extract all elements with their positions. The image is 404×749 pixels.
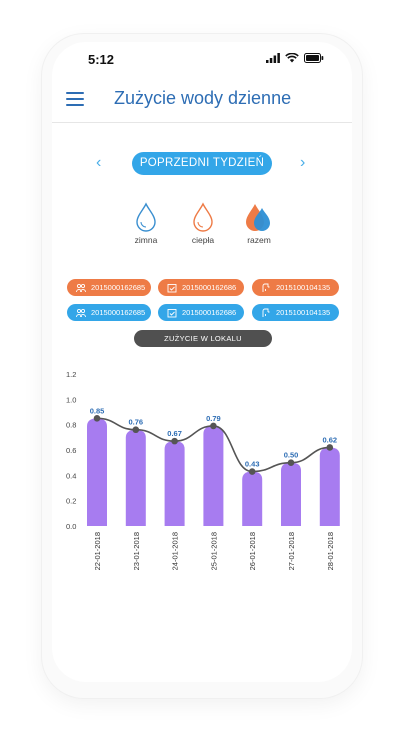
status-bar: 5:12 [52, 42, 352, 78]
hot-water-drop-icon [193, 202, 213, 232]
bar-value-label: 0.79 [206, 414, 221, 423]
y-tick-label: 0.4 [66, 471, 76, 480]
chart-bar [281, 462, 301, 526]
meter-id: 2015000162686 [182, 308, 237, 317]
chevron-right-icon[interactable]: › [300, 154, 306, 171]
y-tick-label: 0.6 [66, 446, 76, 455]
cold-water-drop-icon [136, 202, 156, 232]
y-tick-label: 0.8 [66, 421, 76, 430]
cold-meter-pill-3[interactable]: 2015100104135 [252, 304, 339, 321]
calendar-icon [167, 283, 177, 292]
water-type-label: razem [247, 235, 271, 245]
bar-value-label: 0.50 [284, 451, 299, 460]
usage-bar-chart: 0.0 0.2 0.4 0.6 0.8 1.0 1.2 0.85 22-01-2018 0.76 2… [66, 370, 340, 570]
y-tick-label: 0.2 [66, 497, 76, 506]
status-time: 5:12 [88, 52, 115, 67]
chart-bar [203, 425, 224, 526]
cold-meter-pill-2[interactable]: 2015000162686 [158, 304, 244, 321]
water-type-ciepla[interactable]: ciepła [183, 202, 223, 245]
x-tick-label: 23-01-2018 [132, 532, 141, 570]
battery-icon [304, 53, 324, 63]
chevron-left-icon[interactable]: ‹ [96, 154, 102, 171]
signal-icon [266, 53, 280, 63]
water-type-zimna[interactable]: zimna [126, 202, 166, 245]
trend-point [248, 468, 256, 475]
trend-point [210, 422, 217, 430]
chart-bar [125, 429, 146, 526]
trend-point [93, 415, 101, 422]
tap-icon [262, 283, 270, 292]
cold-meter-pill-1[interactable]: 2015000162685 [67, 304, 151, 321]
x-tick-label: 24-01-2018 [171, 532, 180, 570]
trend-point [171, 437, 178, 445]
week-navigation: ‹ POPRZEDNI TYDZIEŃ › [52, 152, 352, 176]
hamburger-menu-icon[interactable] [66, 92, 84, 106]
combined-water-drop-icon [246, 204, 270, 231]
x-tick-label: 27-01-2018 [287, 532, 296, 570]
water-type-label: zimna [134, 235, 158, 245]
y-tick-label: 1.2 [66, 370, 76, 379]
x-tick-label: 22-01-2018 [93, 532, 102, 570]
bar-value-label: 0.76 [128, 418, 143, 427]
people-icon [76, 308, 86, 317]
people-icon [76, 283, 86, 292]
water-type-razem[interactable]: razem [239, 202, 279, 245]
trend-point [287, 459, 295, 466]
status-icons [266, 53, 324, 63]
hot-meter-pill-2[interactable]: 2015000162686 [158, 279, 244, 296]
app-screen: 5:12 Zużycie wody dzienne [52, 42, 352, 682]
x-tick-label: 28-01-2018 [326, 532, 335, 570]
bar-value-label: 0.67 [167, 429, 182, 438]
page-title: Zużycie wody dzienne [114, 88, 292, 108]
meter-id: 2015000162685 [91, 308, 146, 317]
meter-id: 2015100104135 [276, 308, 331, 317]
bar-value-label: 0.62 [322, 435, 337, 444]
y-tick-label: 0.0 [66, 522, 76, 531]
meter-id: 2015000162686 [182, 283, 237, 292]
calendar-icon [167, 308, 177, 317]
water-type-selector: zimna ciepła razem [52, 202, 352, 262]
trend-point [326, 444, 334, 451]
meter-id: 2015000162685 [91, 283, 146, 292]
x-tick-label: 25-01-2018 [209, 532, 218, 570]
chart-bar [319, 447, 340, 526]
trend-point [132, 426, 140, 434]
app-header: Zużycie wody dzienne [52, 78, 352, 123]
hot-meter-pill-3[interactable]: 2015100104135 [252, 279, 339, 296]
hot-meter-pill-1[interactable]: 2015000162685 [67, 279, 151, 296]
x-tick-label: 26-01-2018 [248, 532, 257, 570]
previous-week-button[interactable]: POPRZEDNI TYDZIEŃ [132, 152, 272, 175]
meter-id: 2015100104135 [276, 283, 331, 292]
y-tick-label: 1.0 [66, 395, 76, 404]
chart-bar [87, 418, 107, 526]
chart-bar [164, 441, 185, 526]
tap-icon [262, 308, 270, 317]
bar-value-label: 0.43 [245, 460, 260, 469]
chart-bar [242, 471, 263, 526]
water-type-label: ciepła [191, 235, 215, 245]
bar-value-label: 0.85 [90, 406, 105, 415]
local-usage-button[interactable]: ZUŻYCIE W LOKALU [134, 330, 272, 347]
wifi-icon [285, 53, 299, 63]
